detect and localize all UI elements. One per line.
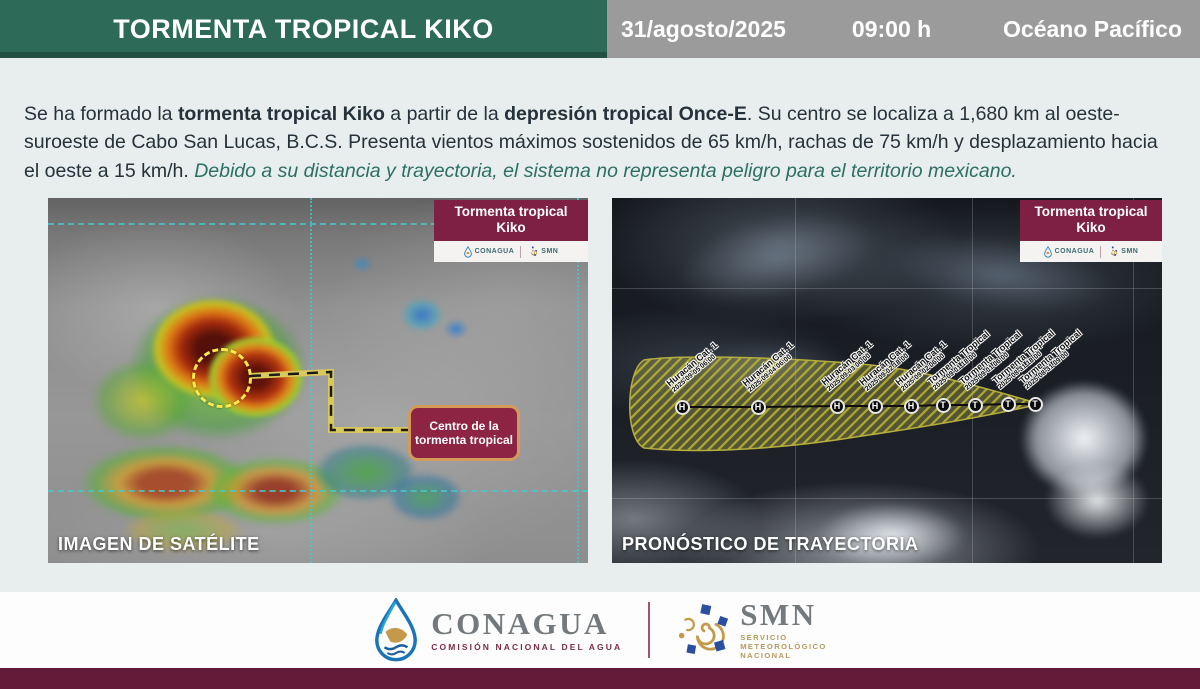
summary-segment: Debido a su distancia y trayectoria, el …	[194, 159, 1017, 182]
cloud-streak	[797, 493, 987, 563]
trajectory-point-marker: T	[935, 397, 951, 413]
smn-mini-logo: SMN	[527, 246, 558, 257]
banner-meta-area: 31/agosto/2025 09:00 h Océano Pacífico	[607, 0, 1200, 58]
storm-cloud-blob	[108, 503, 258, 558]
storm-center-ring	[192, 348, 252, 408]
divider	[1100, 245, 1102, 258]
smn-logo: SMN SERVICIO METEOROLÓGICO NACIONAL	[676, 597, 827, 660]
storm-center-callout: Centro de la tormenta tropical	[408, 405, 520, 461]
summary-segment: . Su centro se localiza a 1,680 km al oe…	[24, 102, 1158, 182]
badge-title: Tormenta tropical Kiko	[1020, 200, 1162, 241]
satellite-badge: Tormenta tropical Kiko CONAGUA SMN	[434, 200, 588, 262]
badge-title: Tormenta tropical Kiko	[434, 200, 588, 241]
summary-text: Se ha formado la tormenta tropical Kiko …	[24, 100, 1176, 186]
conagua-mini-logo: CONAGUA	[1043, 245, 1095, 258]
satellite-caption: IMAGEN DE SATÉLITE	[58, 534, 260, 554]
banner-region: Océano Pacífico	[1003, 15, 1182, 42]
trajectory-point-marker: T	[967, 397, 983, 413]
forecast-caption: PRONÓSTICO DE TRAYECTORIA	[622, 534, 919, 554]
grid-line	[48, 223, 588, 225]
trajectory-point-marker: T	[1027, 396, 1043, 412]
conagua-mini-logo: CONAGUA	[463, 245, 515, 258]
summary-segment: Se ha formado la	[24, 102, 178, 125]
badge-logos: CONAGUA SMN	[434, 241, 588, 262]
footer-divider	[648, 602, 651, 658]
banner-title-area: TORMENTA TROPICAL KIKO	[0, 0, 607, 58]
satellite-panel: Centro de la tormenta tropical Tormenta …	[48, 198, 588, 563]
water-drop-icon	[463, 245, 472, 257]
footer: CONAGUA COMISIÓN NACIONAL DEL AGUA SMN S…	[0, 592, 1200, 668]
banner-time: 09:00 h	[851, 15, 932, 42]
trajectory-point-marker: H	[903, 398, 919, 414]
forecast-panel: H Huracán Cat. 1 2025-09-05 06:00 H Huracán …	[612, 198, 1162, 563]
footer-bar	[0, 668, 1200, 689]
summary-segment: a partir de la	[384, 102, 505, 125]
summary-segment: depresión tropical Once-E	[504, 102, 747, 125]
divider	[520, 245, 522, 258]
grid-line	[612, 288, 1162, 289]
trajectory-point-marker: H	[674, 399, 690, 415]
trajectory-point-marker: H	[750, 399, 766, 415]
storm-cloud-blob	[440, 316, 472, 342]
grid-line	[577, 198, 579, 563]
water-drop-icon	[1043, 245, 1052, 257]
grid-line	[1133, 198, 1134, 563]
smn-spiral-icon	[1111, 246, 1118, 257]
smn-subtitle: SERVICIO METEOROLÓGICO NACIONAL	[740, 633, 827, 660]
smn-spiral-icon	[679, 604, 729, 654]
forecast-badge: Tormenta tropical Kiko CONAGUA SMN	[1020, 200, 1162, 262]
smn-spiral-icon	[531, 246, 538, 257]
storm-cloud-blob	[396, 294, 448, 336]
grid-line	[972, 198, 973, 563]
page-title: TORMENTA TROPICAL KIKO	[113, 13, 494, 44]
trajectory-point-marker: H	[829, 398, 845, 414]
trajectory-point-marker: H	[867, 398, 883, 414]
banner: TORMENTA TROPICAL KIKO 31/agosto/2025 09…	[0, 0, 1200, 58]
conagua-logo: CONAGUA COMISIÓN NACIONAL DEL AGUA	[373, 598, 622, 662]
cloud-streak	[1032, 453, 1162, 548]
grid-line	[612, 498, 1162, 499]
grid-line	[310, 198, 312, 563]
grid-line	[48, 490, 588, 492]
trajectory-point-marker: T	[1000, 396, 1016, 412]
smn-mini-logo: SMN	[1107, 246, 1138, 257]
smn-name: SMN	[740, 597, 817, 632]
storm-cloud-blob	[348, 253, 376, 275]
water-drop-icon	[375, 598, 418, 662]
storm-cloud-blob	[378, 466, 473, 528]
callout-connector-line	[249, 368, 408, 433]
badge-logos: CONAGUA SMN	[1020, 241, 1162, 262]
conagua-name: CONAGUA	[431, 605, 609, 641]
conagua-subtitle: COMISIÓN NACIONAL DEL AGUA	[431, 641, 623, 652]
banner-date: 31/agosto/2025	[621, 15, 786, 42]
summary-segment: tormenta tropical Kiko	[177, 102, 385, 125]
